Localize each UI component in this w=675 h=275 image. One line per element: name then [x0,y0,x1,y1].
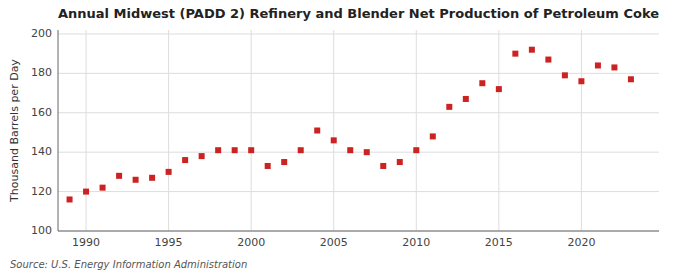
point [314,128,320,134]
x-axis-line [58,231,659,232]
y-axis-label: Thousand Barrels per Day [8,59,21,203]
x-grid-line [498,30,499,231]
x-grid-line [86,30,87,231]
x-grid-line [333,30,334,231]
y-tick-label: 180 [31,66,52,79]
point [463,96,469,102]
grid [58,30,659,231]
point [215,147,221,153]
point [595,62,601,68]
y-grid-line [58,112,659,113]
points [67,47,634,203]
x-tick-label: 2010 [402,236,430,249]
title: Annual Midwest (PADD 2) Refinery and Ble… [58,6,659,21]
y-grid-line [58,152,659,153]
x-grid-line [168,30,169,231]
point [133,177,139,183]
x-grid-line [416,30,417,231]
x-tick-label: 1990 [72,236,100,249]
y-tick-label: 160 [31,106,52,119]
point [364,149,370,155]
point [430,133,436,139]
point [413,147,419,153]
point [611,64,617,70]
point [545,57,551,63]
x-grid-line [251,30,252,231]
point [281,159,287,165]
x-tick-label: 2000 [237,236,265,249]
point [67,196,73,202]
y-tick-label: 100 [31,224,52,237]
point [347,147,353,153]
point [562,72,568,78]
point [446,104,452,110]
chart-svg: 100 120 140 160 180 200 1990 1995 2000 2005 2010 20… [0,0,675,275]
point [479,80,485,86]
point [578,78,584,84]
chart-container: 100 120 140 160 180 200 1990 1995 2000 2005 2010 20… [0,0,675,275]
point [199,153,205,159]
point [116,173,122,179]
point [529,47,535,53]
x-tick-label: 2015 [485,236,513,249]
point [248,147,254,153]
y-axis-line [58,30,59,231]
y-grid-line [58,231,659,232]
point [512,51,518,57]
annotation: Source: U.S. Energy Information Administ… [10,259,247,270]
x-tick-label: 2020 [567,236,595,249]
point [149,175,155,181]
x-grid-line [581,30,582,231]
point [331,137,337,143]
y-tick-label: 140 [31,145,52,158]
point [182,157,188,163]
y-tick-label: 120 [31,185,52,198]
point [397,159,403,165]
point [298,147,304,153]
point [496,86,502,92]
point [166,169,172,175]
y-grid-line [58,191,659,192]
x-tick-label: 1995 [155,236,183,249]
point [265,163,271,169]
y-grid-line [58,73,659,74]
point [232,147,238,153]
y-grid-line [58,33,659,34]
point [380,163,386,169]
point [628,76,634,82]
point [100,185,106,191]
x-tick-label: 2005 [320,236,348,249]
ticks: 100 120 140 160 180 200 1990 1995 2000 2005 2010 20… [31,27,595,249]
point [83,189,89,195]
y-tick-label: 200 [31,27,52,40]
